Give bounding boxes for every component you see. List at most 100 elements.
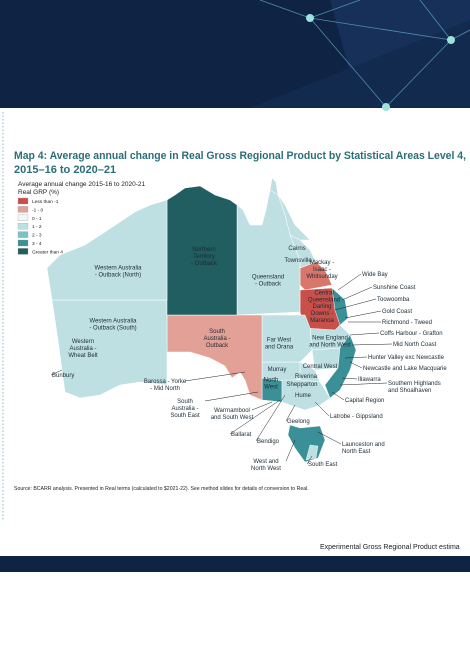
region-label: Far West [267, 338, 292, 344]
callout-label: North West [251, 466, 281, 472]
leader-line [317, 431, 342, 445]
region-label: Outback [206, 343, 229, 349]
region-label: Mackay - [310, 260, 334, 266]
leader-line [255, 394, 286, 442]
legend-swatch [17, 239, 29, 247]
legend-label: 1 - 2 [32, 224, 42, 230]
legend-subtitle: Real GRP (%) [18, 189, 59, 196]
callout-label: Richmond - Tweed [382, 320, 432, 326]
region-label: Central [314, 291, 333, 297]
leader-line [285, 439, 296, 462]
callout-label: South [177, 399, 193, 405]
region [166, 314, 263, 401]
legend-label: -1 - 0 [32, 207, 44, 213]
leader-line [351, 343, 393, 346]
leader-line [344, 310, 382, 319]
tasmania-south-east [305, 444, 319, 461]
leader-line [204, 391, 259, 402]
leader-line [344, 356, 368, 359]
legend-label: 3 - 4 [32, 241, 42, 247]
region-label: Hume [295, 393, 312, 399]
callout-label: Bunbury [52, 373, 74, 379]
callout-label: Southern Highlands [388, 381, 441, 387]
leader-line [184, 371, 246, 382]
map-title: 2015–16 to 2020–21 [14, 164, 116, 176]
callout-label: and South West [211, 415, 254, 421]
region-label: Shepparton [286, 382, 317, 388]
legend-swatch [17, 197, 29, 205]
leader-line [251, 401, 273, 411]
legend-label: 0 - 1 [32, 216, 42, 222]
region [46, 199, 168, 301]
region-label: Western [72, 339, 94, 345]
legend-swatch [17, 248, 29, 255]
region-label: New England [312, 336, 348, 342]
region-label: Riverina [295, 374, 318, 380]
callout-label: Sunshine Coast [373, 285, 416, 291]
leader-line [341, 286, 373, 301]
callout-label: Capital Region [345, 398, 384, 404]
region-label: Queensland [252, 275, 284, 281]
leader-line [349, 332, 380, 336]
callout-label: Gold Coast [382, 309, 412, 315]
leader-line [339, 382, 388, 386]
callout-label: Geelong [287, 419, 310, 425]
region-label: North [264, 378, 279, 384]
region [166, 185, 238, 316]
leader-line [334, 298, 377, 311]
network-node [382, 103, 390, 111]
region-label: Isaac - [313, 267, 331, 273]
callout-label: - Mid North [150, 386, 180, 392]
network-node [447, 36, 455, 44]
region-label: Townsville [284, 258, 312, 264]
legend-swatch [17, 206, 29, 213]
region-label: Western Australia [95, 266, 143, 272]
region-label: Central West [303, 364, 338, 370]
leader-line [341, 377, 358, 380]
map [46, 177, 357, 463]
callout-label: South East [308, 462, 338, 468]
callout-label: Australia - [171, 406, 198, 412]
legend-swatch [17, 214, 29, 221]
leader-line [331, 391, 345, 401]
region-label: and North West [309, 343, 351, 349]
callout-label: Bendigo [257, 439, 280, 445]
victoria-regions [281, 379, 331, 411]
region-label: - Outback (North) [95, 273, 141, 279]
region-label: Whitsunday [306, 274, 337, 280]
header-facet [250, 20, 470, 108]
callout-label: Wide Bay [362, 272, 388, 278]
region-label: West [264, 385, 278, 391]
legend-title: Average annual change 2015-16 to 2020-21 [18, 181, 145, 188]
network-node [306, 14, 314, 22]
region-label: Murray [268, 367, 287, 373]
region-label: - Outback [255, 282, 282, 288]
region-label: Downs - [311, 311, 333, 317]
callout-label: Ballarat [231, 432, 252, 438]
leader-line [50, 369, 63, 376]
region-label: Australia - [69, 346, 96, 352]
region-label: Maranoa [310, 318, 334, 324]
legend-swatch [17, 231, 29, 238]
callout-label: West and [253, 459, 278, 465]
region-label: Australia - [203, 336, 230, 342]
leader-line [229, 399, 281, 435]
legend-label: Less than -1 [32, 199, 59, 205]
callout-label: Coffs Harbour - Grafton [380, 331, 443, 337]
region-label: Wheat Belt [68, 353, 98, 359]
leader-line [337, 273, 362, 291]
coastal-regions [324, 334, 357, 399]
callout-label: South East [170, 413, 200, 419]
source-note: Source: BCARR analysis. Presented in Rea… [14, 486, 309, 492]
region-label: Darling [312, 304, 331, 310]
coastal-regions [331, 287, 349, 326]
callout-label: Mid North Coast [393, 342, 437, 348]
footer-text: Experimental Gross Regional Product esti… [320, 544, 460, 551]
footer-band [0, 556, 470, 572]
legend-swatch [17, 223, 29, 230]
callout-label: North East [342, 449, 371, 455]
legend-label: 2 - 3 [32, 233, 42, 239]
callout-label: Illawarra [358, 377, 381, 383]
callout-label: Toowoomba [377, 297, 410, 303]
